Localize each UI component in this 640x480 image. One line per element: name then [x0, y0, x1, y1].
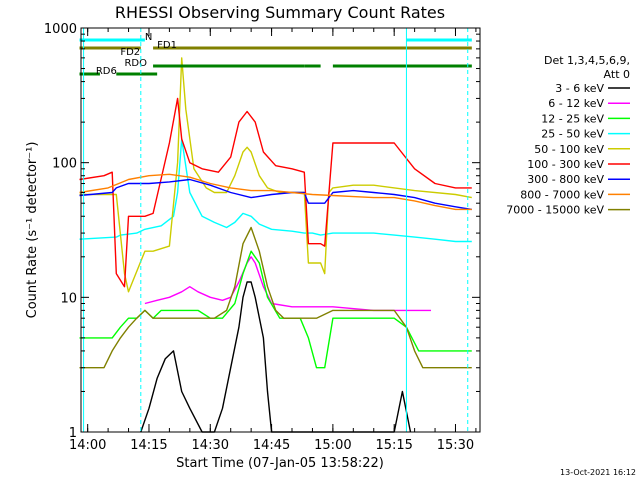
legend-header: Att 0	[604, 68, 630, 81]
x-tick-label: 14:15	[130, 438, 167, 453]
legend-entry-label: 50 - 100 keV	[534, 143, 604, 156]
timestamp: 13-Oct-2021 16:12	[560, 468, 636, 477]
x-tick-label: 14:45	[253, 438, 290, 453]
x-axis-label: Start Time (07-Jan-05 13:58:22)	[176, 456, 384, 471]
legend-entry-label: 25 - 50 keV	[541, 128, 604, 141]
series-line-4	[79, 57, 472, 293]
series-line-5	[79, 97, 472, 288]
series-line-6	[79, 178, 472, 211]
flag-label-fd2: FD2	[120, 47, 140, 58]
chart-title: RHESSI Observing Summary Count Rates	[115, 3, 445, 22]
x-axis: 14:00 14:15 14:30 14:45 15:00 15:15 15:30	[69, 28, 477, 453]
x-tick-label: 14:30	[192, 438, 229, 453]
series-line-3	[79, 138, 472, 243]
legend-entry-label: 12 - 25 keV	[541, 112, 604, 125]
y-tick-label: 100	[52, 157, 77, 172]
legend-entry-label: 7000 - 15000 keV	[506, 204, 604, 217]
legend: Det 1,3,4,5,6,9,Att 03 - 6 keV 6 - 12 keV…	[506, 54, 630, 217]
x-tick-label: 14:00	[69, 438, 106, 453]
flag-label-rdo: RDO	[124, 58, 147, 69]
y-tick-label: 1	[69, 426, 77, 441]
x-tick-label: 15:15	[375, 438, 412, 453]
y-tick-label: 1000	[44, 22, 77, 37]
flag-label-rd6: RD6	[96, 66, 117, 77]
flag-label-n: N	[145, 32, 152, 43]
legend-entry-label: 3 - 6 keV	[555, 82, 604, 95]
y-axis: 1 10 100 1000	[44, 22, 480, 441]
y-axis-label: Count Rate (s⁻¹ detector⁻¹)	[25, 142, 40, 319]
x-tick-label: 15:00	[314, 438, 351, 453]
legend-entry-label: 800 - 7000 keV	[520, 188, 604, 201]
series-line-8	[79, 226, 472, 369]
legend-header: Det 1,3,4,5,6,9,	[544, 54, 630, 67]
series-line-7	[79, 173, 472, 211]
plot-frame	[80, 27, 481, 433]
legend-entry-label: 100 - 300 keV	[527, 158, 604, 171]
legend-entry-label: 300 - 800 keV	[527, 173, 604, 186]
legend-entry-label: 6 - 12 keV	[548, 97, 604, 110]
x-tick-label: 15:30	[437, 438, 474, 453]
y-tick-label: 10	[60, 291, 77, 306]
flag-label-fd1: FD1	[157, 40, 177, 51]
series-line-1	[144, 256, 431, 312]
